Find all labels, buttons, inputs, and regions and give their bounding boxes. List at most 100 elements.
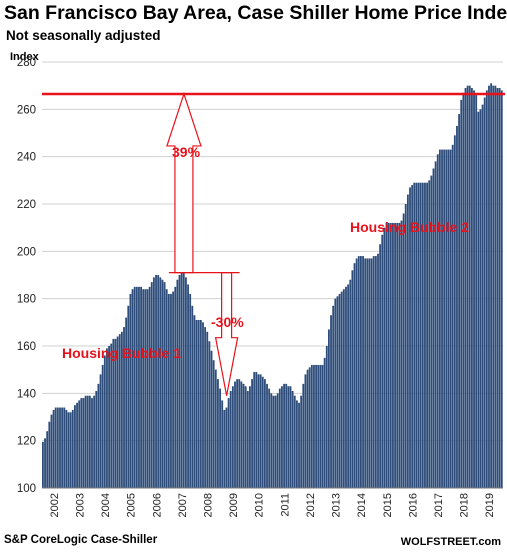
bar [253,372,256,488]
bar [364,258,367,488]
bar [483,97,486,488]
bar [402,213,405,488]
bar [485,90,488,489]
bar [93,395,96,488]
bar [355,258,358,488]
x-tick-label: 2016 [407,493,419,517]
bar [304,374,307,488]
bar [481,104,484,488]
bar [400,220,403,489]
bar [106,348,108,488]
x-tick-label: 2013 [331,493,343,517]
bar [295,400,298,488]
bar [334,298,337,488]
bar [438,149,441,489]
bar [129,293,132,488]
chart-subtitle: Not seasonally adjusted [6,28,161,43]
bar [157,275,160,488]
bar [477,111,480,488]
y-tick-label: 220 [17,199,36,211]
bar [217,379,219,488]
bar [347,284,350,488]
bar [500,90,503,489]
bar [259,374,262,488]
bar [184,277,187,488]
bar [223,409,226,488]
bar [110,343,113,488]
bar [443,149,446,489]
bar [246,390,249,488]
bar [225,407,228,488]
bar [411,185,414,489]
bar [353,263,356,488]
x-tick-label: 2010 [254,493,266,517]
x-tick-label: 2004 [100,493,112,517]
bar [281,386,283,488]
bar [133,286,136,488]
bar [227,398,230,488]
bar [148,286,151,488]
bar [120,331,123,488]
bar [385,222,388,488]
bar [78,400,81,488]
bar [101,364,104,488]
bar [63,407,66,488]
bar [370,258,373,488]
bar [80,398,83,488]
bar [97,383,100,488]
bar [174,286,177,488]
bar [206,331,209,488]
bar [445,149,448,489]
bar [409,187,411,488]
bar [413,182,416,488]
bar [150,282,153,488]
bar [50,414,53,488]
y-tick-label: 120 [17,436,36,448]
bar [270,393,273,488]
bar [140,286,143,488]
y-tick-label: 240 [17,152,36,164]
bar [42,441,44,488]
bar [255,372,258,488]
bar [238,379,241,488]
bar [131,289,134,488]
bar [396,222,399,488]
bar [424,182,426,488]
bar [187,284,189,488]
bar [308,367,311,488]
annotation-housing-bubble-1: Housing Bubble 1 [62,345,181,361]
annotation-39-percent: 39% [172,144,201,160]
bar [321,364,324,488]
bar [336,296,339,488]
bar [372,256,375,488]
bar [300,395,303,488]
bar [52,409,55,488]
bar [231,386,234,488]
x-tick-label: 2015 [382,493,394,517]
bar [494,85,497,489]
bar [197,319,200,488]
bar [208,341,211,488]
bar [317,364,320,488]
bar [428,180,431,489]
bar [54,407,57,488]
bar [342,289,345,488]
bar [59,407,61,488]
bar [249,386,251,488]
bar [464,88,467,489]
bar [453,135,456,488]
bar [165,289,168,488]
bar [210,350,213,488]
bar [202,322,204,488]
bar [261,376,264,488]
bar [462,92,465,489]
bar [48,421,51,488]
credit-label: WOLFSTREET.com [400,536,501,548]
bar [178,275,181,488]
x-tick-label: 2006 [151,493,163,517]
bar [449,149,452,489]
bar [56,407,59,488]
bar [74,405,76,488]
bar [138,286,140,488]
